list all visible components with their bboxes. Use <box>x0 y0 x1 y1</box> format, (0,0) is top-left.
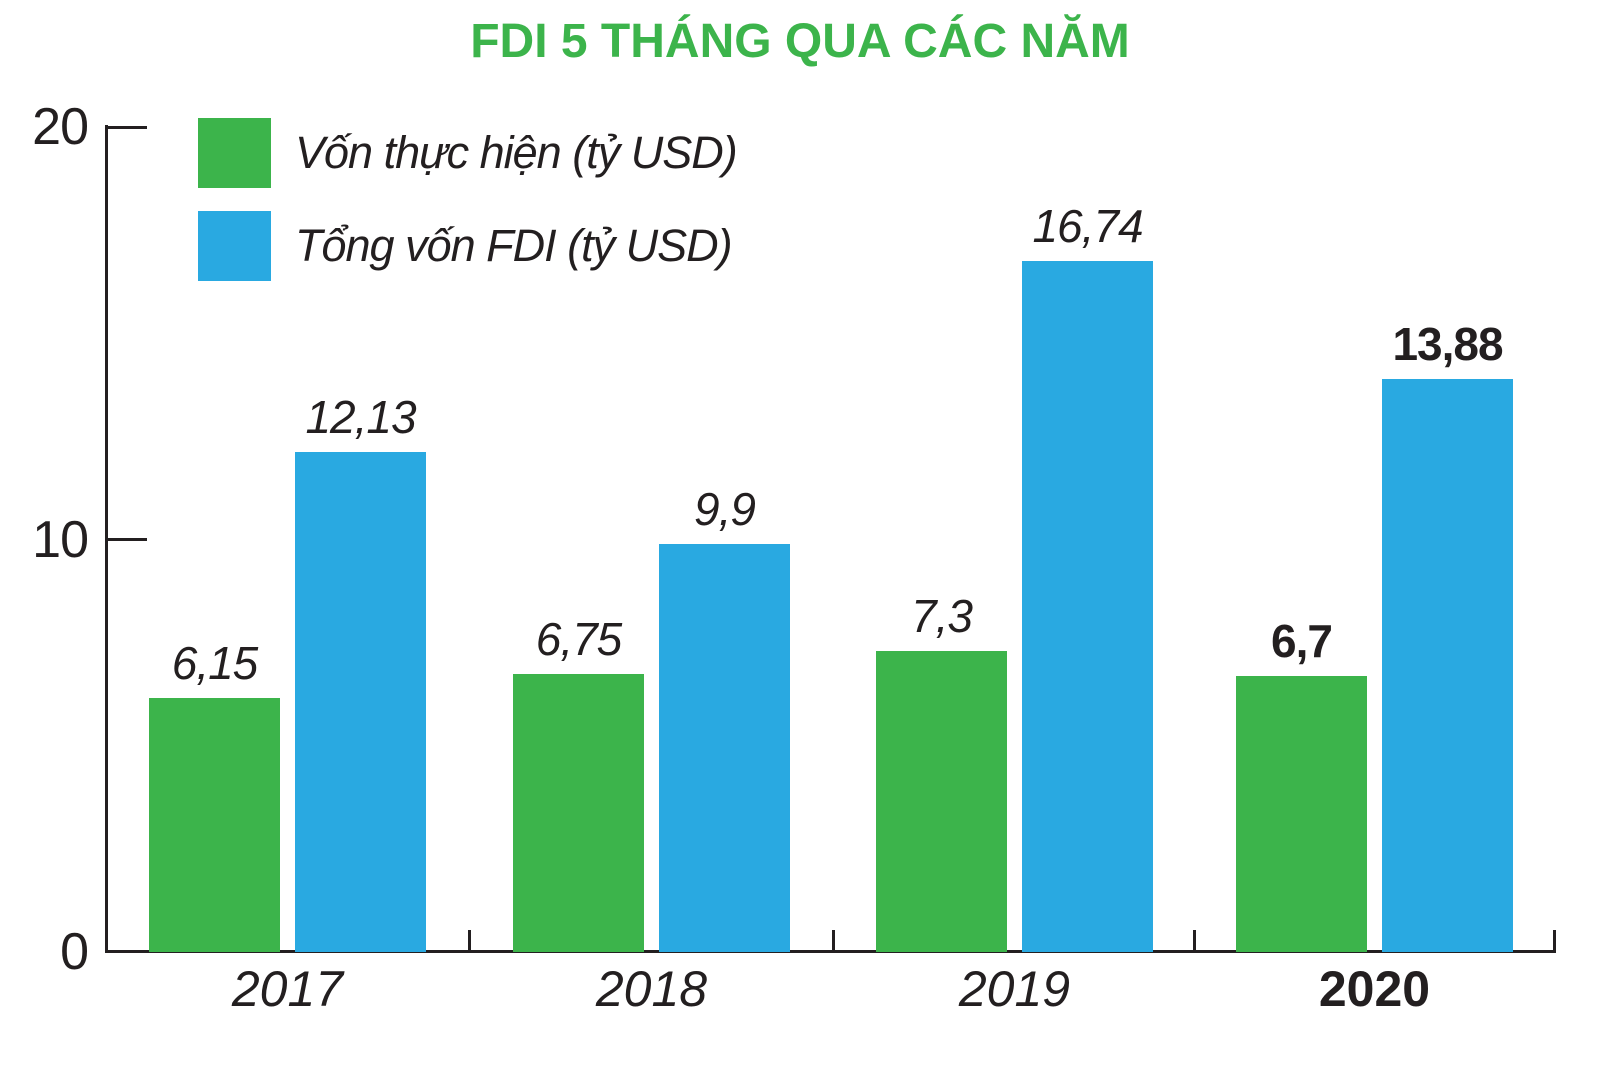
x-category-label-2019: 2019 <box>958 961 1071 1017</box>
x-axis-end-tick <box>1553 930 1556 950</box>
bar-value-label: 9,9 <box>694 482 756 535</box>
bar-value-label: 6,15 <box>171 637 259 690</box>
bar-total-2020: 13,88 <box>1382 319 1513 952</box>
bar-group-2017: 6,15 12,13 <box>149 127 426 952</box>
bar-value-label: 13,88 <box>1392 318 1503 371</box>
legend-item-total: Tổng vốn FDI (tỷ USD) <box>198 211 737 281</box>
bar-total-2017: 12,13 <box>295 392 426 952</box>
y-tick-label-20: 20 <box>32 98 89 156</box>
bar-group-2019: 7,3 16,74 <box>876 127 1153 952</box>
legend-label: Vốn thực hiện (tỷ USD) <box>295 127 738 178</box>
y-tick-label-0: 0 <box>60 923 89 981</box>
bar-group-2018: 6,75 9,9 <box>513 127 790 952</box>
bar-value-label: 12,13 <box>305 390 416 443</box>
bar-group-2020: 6,7 13,88 <box>1236 127 1513 952</box>
legend-label: Tổng vốn FDI (tỷ USD) <box>295 220 733 271</box>
y-tick-10 <box>105 538 147 541</box>
y-tick-20 <box>105 125 147 129</box>
bar-total-2019: 16,74 <box>1022 201 1153 952</box>
bar-total-2018: 9,9 <box>659 484 790 952</box>
bar-value-label: 6,7 <box>1271 614 1333 667</box>
legend: Vốn thực hiện (tỷ USD) Tổng vốn FDI (tỷ … <box>198 118 738 304</box>
bar-realized-2019: 7,3 <box>876 591 1007 952</box>
legend-item-realized: Vốn thực hiện (tỷ USD) <box>198 118 738 188</box>
x-axis-tick <box>1193 930 1196 950</box>
bar-realized-2018: 6,75 <box>513 614 644 952</box>
chart-title: FDI 5 THÁNG QUA CÁC NĂM <box>470 15 1130 68</box>
x-axis-tick <box>468 930 471 950</box>
legend-swatch-green <box>198 118 271 188</box>
bar-realized-2020: 6,7 <box>1236 616 1367 952</box>
x-category-label-2020: 2020 <box>1318 961 1431 1017</box>
x-category-label-2017: 2017 <box>231 961 344 1017</box>
y-tick-label-10: 10 <box>32 510 89 569</box>
bar-realized-2017: 6,15 <box>149 638 280 952</box>
x-axis-tick <box>831 930 835 950</box>
x-category-label-2018: 2018 <box>595 961 708 1017</box>
bar-value-label: 16,74 <box>1032 200 1143 253</box>
x-axis-line <box>105 950 1556 953</box>
bar-value-label: 7,3 <box>911 589 973 642</box>
bar-value-label: 6,75 <box>535 612 623 665</box>
legend-swatch-blue <box>198 211 271 281</box>
plot-area: 6,15 12,13 6,75 9,9 7,3 16,74 6,7 13,88 <box>107 127 1556 952</box>
